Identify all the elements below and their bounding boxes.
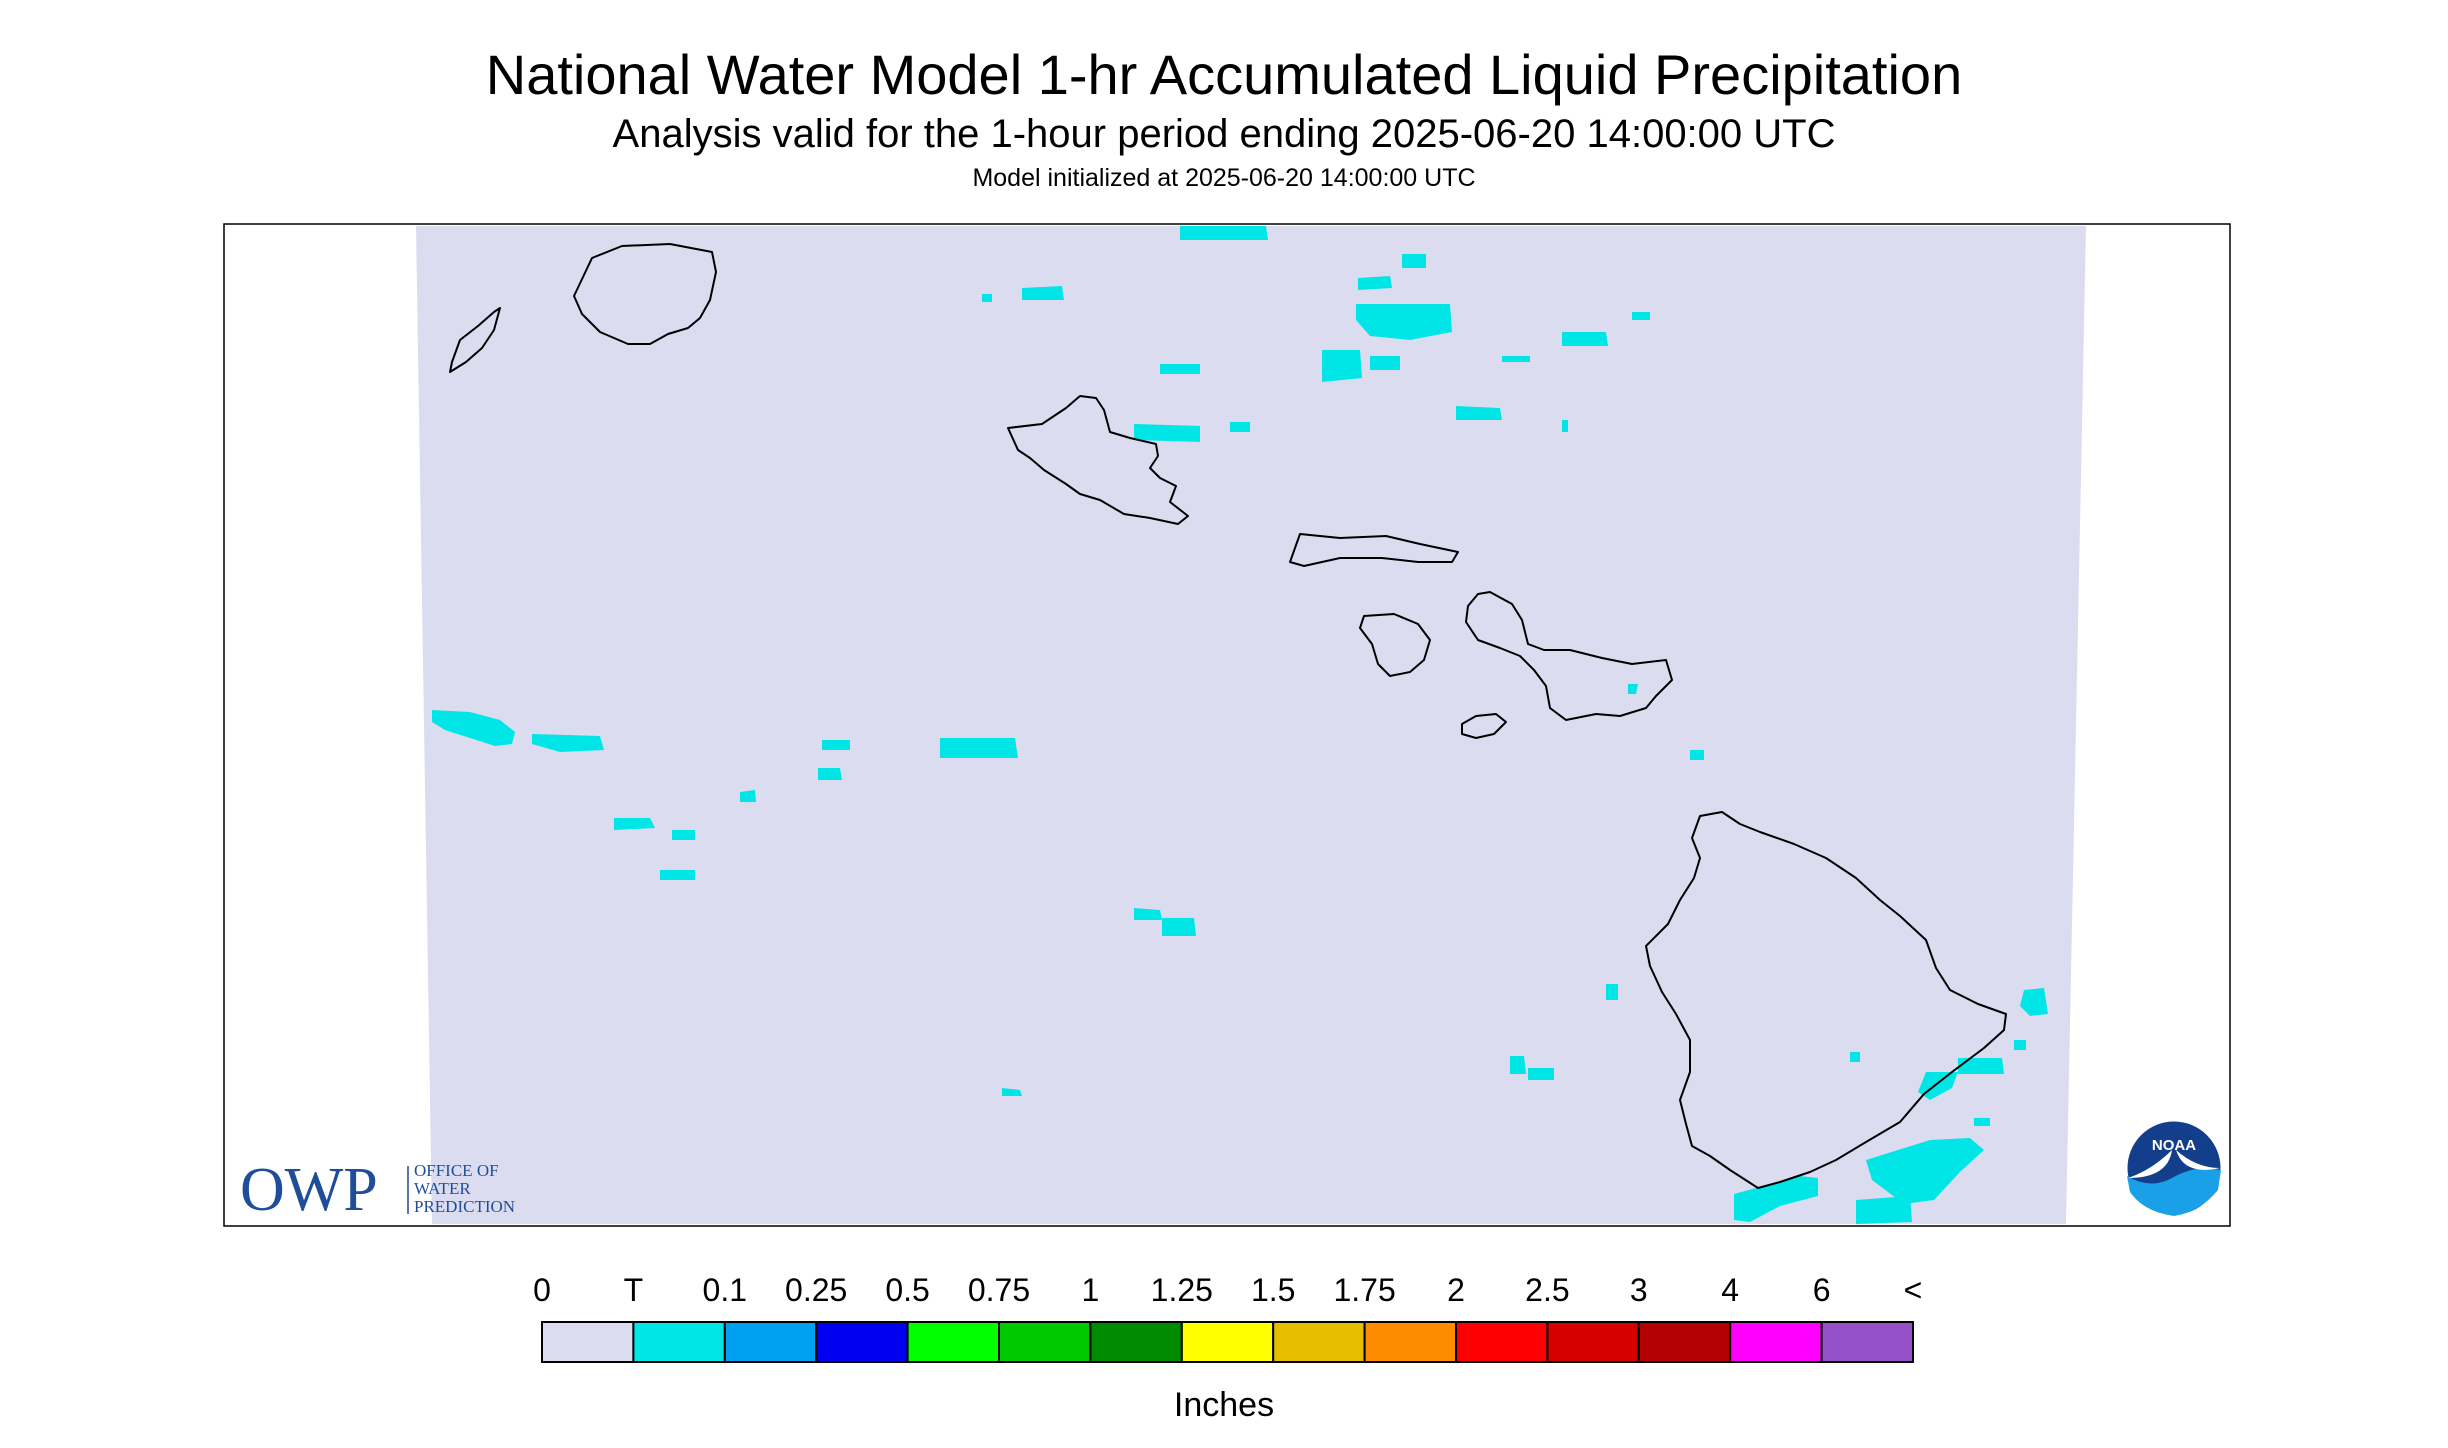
legend-label: 1.75 (1333, 1272, 1396, 1308)
map-subtitle: Analysis valid for the 1-hour period end… (612, 112, 1836, 156)
precip-area (1356, 304, 1452, 340)
legend-label: 0.75 (967, 1272, 1031, 1308)
precip-area (1180, 226, 1268, 240)
precip-area (1974, 1118, 1990, 1126)
coastlines (449, 243, 2007, 1189)
legend-label: 1 (1081, 1272, 1100, 1308)
owp-logo-text: OWP (240, 1156, 378, 1224)
legend-label: 0.5 (885, 1272, 930, 1308)
map-title: National Water Model 1-hr Accumulated Li… (485, 43, 1963, 106)
kauai-coast (573, 243, 717, 345)
owp-office-line-3: PREDICTION (414, 1197, 515, 1216)
precip-area (1734, 1176, 1818, 1222)
molokai-coast (1289, 533, 1459, 567)
legend-swatch (815, 1321, 909, 1363)
precip-area (1002, 1088, 1022, 1096)
precip-area (1690, 750, 1704, 760)
model-init-line: Model initialized at 2025-06-20 14:00:00… (972, 164, 1476, 192)
noaa-logo: NOAA (2124, 1118, 2224, 1218)
precip-area (982, 294, 992, 302)
maui-coast (1465, 591, 1673, 721)
precip-area (2020, 988, 2048, 1016)
precip-area (1502, 356, 1530, 362)
legend-swatch (1546, 1321, 1640, 1363)
kahoolawe-coast (1461, 713, 1507, 739)
owp-logo: OWP OFFICE OF WATER PREDICTION (240, 1156, 515, 1224)
niihau-coast (449, 307, 501, 373)
legend-swatch (1272, 1321, 1366, 1363)
legend-swatch (1089, 1321, 1183, 1363)
precip-area (1850, 1052, 1860, 1062)
legend-swatch (1729, 1321, 1823, 1363)
owp-office-line-1: OFFICE OF (414, 1161, 499, 1180)
precip-area (1134, 908, 1162, 920)
big-island-coast (1645, 811, 2007, 1189)
legend-label: 2.5 (1525, 1272, 1570, 1308)
precip-area (822, 740, 850, 750)
legend-label: 0.1 (702, 1272, 748, 1308)
legend-swatch (1363, 1321, 1457, 1363)
precip-area (1628, 684, 1638, 694)
precip-area (940, 738, 1018, 758)
legend-unit: Inches (1173, 1386, 1275, 1424)
legend-label: 6 (1812, 1272, 1831, 1308)
precip-area (1162, 918, 1196, 936)
precip-area (1918, 1072, 1958, 1100)
precip-area (1022, 286, 1064, 300)
precip-trace-areas (432, 226, 2048, 1224)
precip-area (1402, 254, 1426, 268)
precip-area (1856, 1196, 1912, 1224)
legend-swatch (632, 1321, 726, 1363)
precip-area (1510, 1056, 1526, 1074)
legend-swatch (1637, 1321, 1732, 1363)
noaa-logo-text: NOAA (2152, 1137, 2196, 1154)
precip-area (740, 790, 756, 802)
precip-area (1134, 424, 1200, 442)
precip-area (818, 768, 842, 780)
legend-swatch (1820, 1321, 1914, 1363)
legend-swatch (1180, 1321, 1275, 1363)
legend-label: 1.25 (1150, 1272, 1213, 1308)
legend-label: 0.25 (785, 1272, 848, 1308)
precip-area (1606, 984, 1618, 1000)
precip-area (1230, 422, 1250, 432)
owp-office-line-2: WATER (414, 1179, 471, 1198)
precip-area (1632, 312, 1650, 320)
legend-color-bar (541, 1321, 1914, 1363)
precip-area (1456, 406, 1502, 420)
precip-area (1866, 1138, 1984, 1204)
legend-label: 1.5 (1250, 1272, 1296, 1308)
legend-swatch (723, 1321, 818, 1363)
model-domain (416, 226, 2086, 1224)
precip-area (1562, 332, 1608, 346)
legend-swatch (1455, 1321, 1549, 1363)
precip-area (2014, 1040, 2026, 1050)
legend-swatch (998, 1321, 1092, 1363)
legend-label: 3 (1629, 1272, 1648, 1308)
oahu-coast (1007, 395, 1189, 525)
legend-label: 4 (1721, 1272, 1740, 1308)
precip-area (1160, 364, 1200, 374)
precip-area (1370, 356, 1400, 370)
legend-label: 2 (1447, 1272, 1465, 1308)
precip-area (532, 734, 604, 752)
precip-area (1562, 420, 1568, 432)
precip-area (672, 830, 695, 840)
precip-area (1528, 1068, 1554, 1080)
precip-area (1358, 276, 1392, 290)
legend-label: T (623, 1272, 644, 1308)
precip-area (660, 870, 695, 880)
precip-area (614, 818, 655, 830)
precip-area (1322, 350, 1362, 382)
legend-swatch (906, 1321, 1000, 1363)
precip-area (1958, 1058, 2004, 1074)
precip-area (432, 710, 515, 746)
legend-swatch (541, 1321, 635, 1363)
legend-label: 0 (533, 1272, 551, 1308)
lanai-coast (1359, 613, 1431, 677)
legend-label: < (1903, 1272, 1923, 1308)
